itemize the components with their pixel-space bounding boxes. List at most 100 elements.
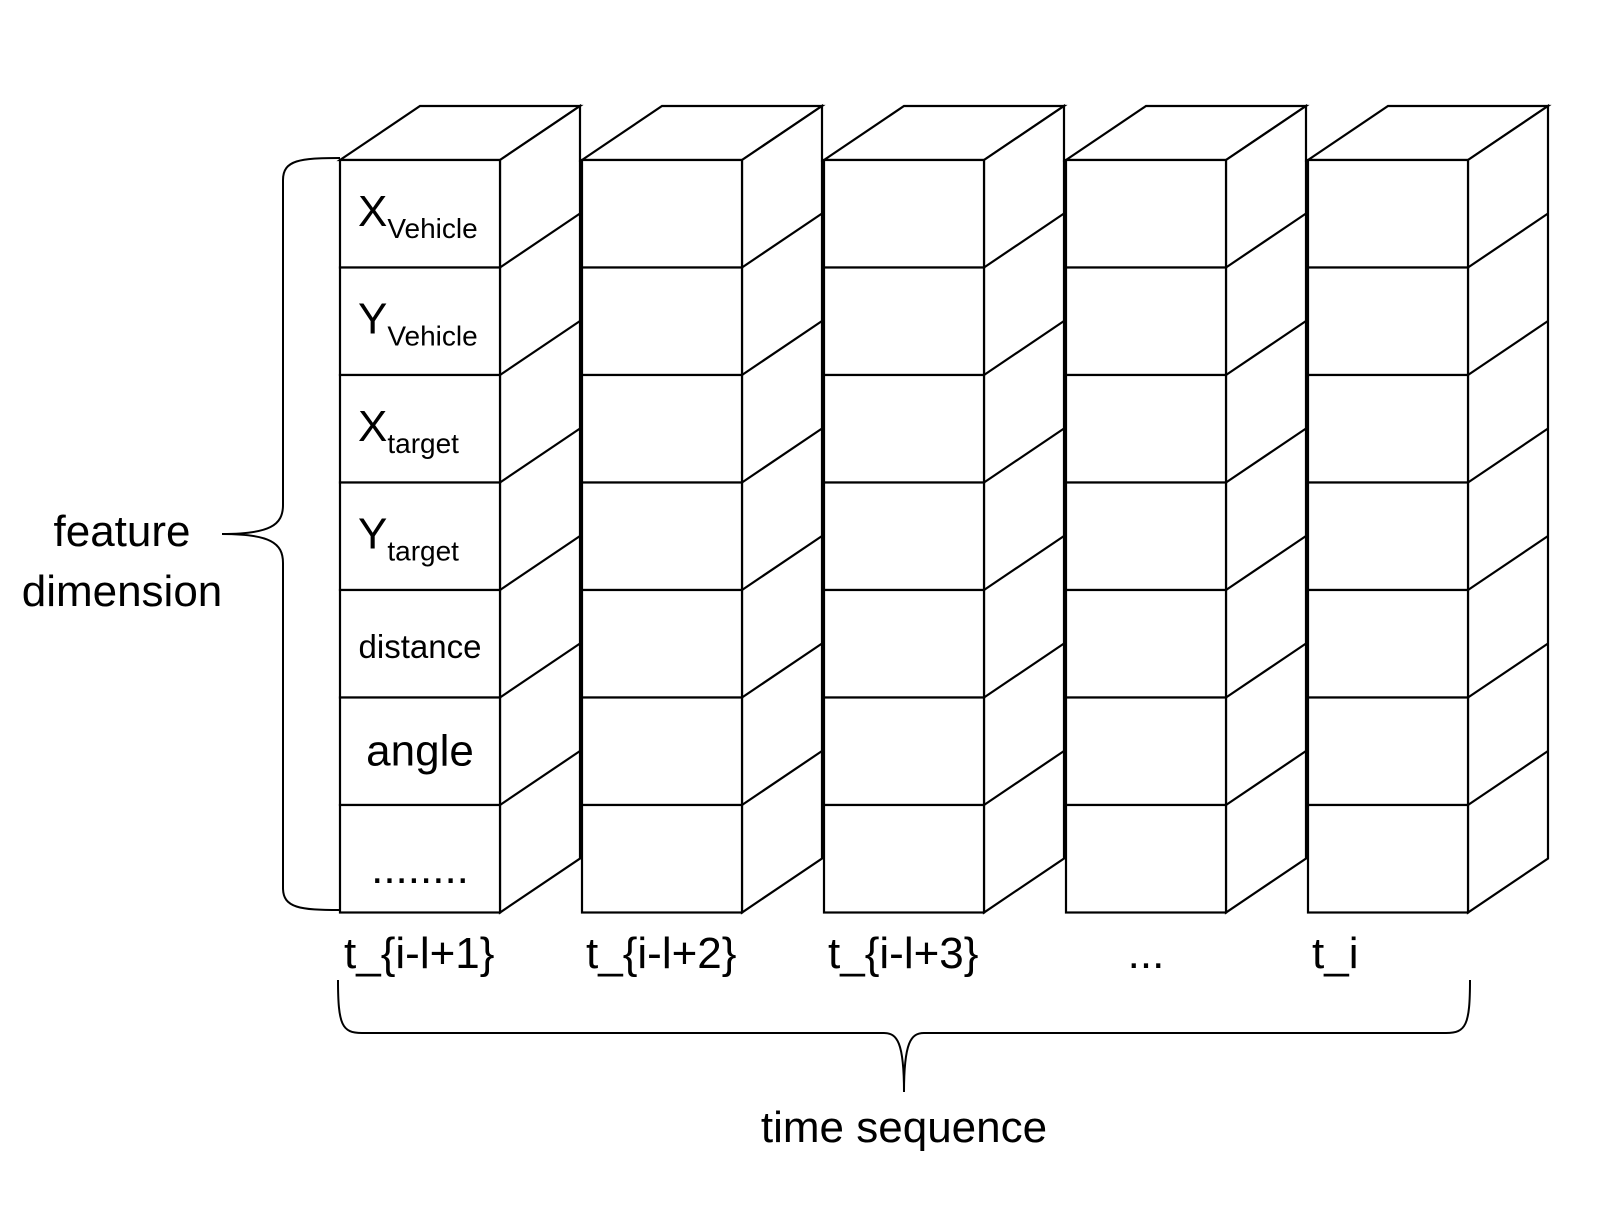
feature-cell: [822, 588, 986, 699]
feature-cell: [1064, 803, 1228, 914]
cell-side-edge: [741, 750, 823, 806]
cell-side-edge: [741, 320, 823, 376]
time-step-column: [820, 103, 1068, 915]
feature-dimension-brace: [221, 157, 341, 911]
feature-cell: [1306, 158, 1470, 269]
feature-label-subscript: Vehicle: [387, 320, 477, 351]
feature-cell: [1064, 373, 1228, 484]
cell-side-edge: [983, 427, 1065, 484]
cell-side-edge: [741, 427, 823, 484]
feature-cell: [338, 158, 502, 269]
cell-side-edge: [1467, 427, 1549, 484]
feature-axis-label-line1: feature: [54, 507, 191, 556]
cell-side-edge: [1225, 750, 1307, 806]
feature-cell: [1064, 266, 1228, 377]
feature-cell: [580, 373, 744, 484]
cell-side-edge: [983, 535, 1065, 591]
cell-side-edge: [499, 320, 581, 376]
feature-label-base: Y: [358, 294, 387, 343]
feature-cell: [338, 696, 502, 807]
feature-cell: [1306, 373, 1470, 484]
time-step-labels: t_{i-l+1} t_{i-l+2} t_{i-l+3}... t_i: [344, 929, 1358, 978]
feature-cell: [580, 696, 744, 807]
cell-side-edge: [1467, 642, 1549, 699]
cell-side-edge: [499, 642, 581, 699]
feature-cell: [822, 266, 986, 377]
cell-side-edge: [1467, 750, 1549, 806]
column-side-face: [498, 103, 582, 915]
feature-label: YVehicle: [358, 294, 478, 351]
feature-cell: [1306, 588, 1470, 699]
cell-side-edge: [983, 642, 1065, 699]
feature-cell: [1064, 696, 1228, 807]
feature-label-base: Y: [358, 509, 387, 558]
column-side-face: [740, 103, 824, 915]
cell-side-edge: [1225, 642, 1307, 699]
feature-label: distance: [359, 628, 482, 665]
feature-cell: [580, 588, 744, 699]
feature-cell: [1064, 588, 1228, 699]
cell-side-edge: [1225, 212, 1307, 269]
time-step-column: [1062, 103, 1310, 915]
feature-cell: [580, 266, 744, 377]
feature-label-subscript: Vehicle: [387, 213, 477, 244]
time-sequence-brace: [337, 979, 1471, 1093]
feature-label-base: X: [358, 187, 387, 236]
feature-label: angle: [366, 726, 474, 775]
time-axis-label: time sequence: [761, 1103, 1047, 1152]
cell-side-edge: [741, 642, 823, 699]
feature-cell: [1064, 158, 1228, 269]
cell-side-edge: [1225, 535, 1307, 591]
feature-cell: [822, 373, 986, 484]
cell-side-edge: [499, 535, 581, 591]
feature-label-subscript: target: [387, 428, 459, 459]
cell-side-edge: [1225, 320, 1307, 376]
time-step-column: [336, 103, 584, 915]
time-step-column: [578, 103, 826, 915]
cell-side-edge: [1225, 427, 1307, 484]
feature-cell: [338, 373, 502, 484]
cell-side-edge: [1467, 535, 1549, 591]
feature-label: XVehicle: [358, 187, 478, 244]
feature-cell: [822, 481, 986, 592]
feature-cell: [822, 803, 986, 914]
cell-side-edge: [741, 212, 823, 269]
feature-cell: [580, 481, 744, 592]
feature-axis-label-line2: dimension: [22, 567, 223, 616]
cell-side-edge: [499, 427, 581, 484]
cell-side-edge: [741, 535, 823, 591]
feature-cell: [1306, 481, 1470, 592]
feature-label: ........: [371, 844, 469, 893]
feature-cell: [338, 803, 502, 914]
feature-cell: [1306, 266, 1470, 377]
feature-cell: [1064, 481, 1228, 592]
cell-side-edge: [983, 750, 1065, 806]
time-step-label: ...: [1128, 929, 1165, 978]
feature-label-subscript: target: [387, 535, 459, 566]
feature-cell: [1306, 696, 1470, 807]
time-step-label: t_{i-l+3}: [828, 929, 978, 978]
feature-label-base: X: [358, 402, 387, 451]
time-step-label: t_i: [1312, 929, 1358, 978]
cell-side-edge: [1467, 320, 1549, 376]
feature-cell: [822, 158, 986, 269]
feature-cell: [338, 588, 502, 699]
cell-side-edge: [1467, 212, 1549, 269]
feature-cell: [580, 803, 744, 914]
feature-labels: XVehicleYVehicleXtargetYtargetdistancean…: [358, 187, 481, 893]
time-step-column: [1304, 103, 1552, 915]
feature-cell: [580, 158, 744, 269]
feature-label: Ytarget: [358, 509, 459, 566]
column-side-face: [982, 103, 1066, 915]
cell-side-edge: [983, 320, 1065, 376]
column-side-face: [1224, 103, 1308, 915]
feature-label: Xtarget: [358, 402, 459, 459]
time-step-label: t_{i-l+2}: [586, 929, 736, 978]
time-step-columns: [336, 103, 1552, 915]
cell-side-edge: [983, 212, 1065, 269]
feature-cell: [822, 696, 986, 807]
time-step-label: t_{i-l+1}: [344, 929, 494, 978]
cell-side-edge: [499, 212, 581, 269]
feature-cell: [1306, 803, 1470, 914]
